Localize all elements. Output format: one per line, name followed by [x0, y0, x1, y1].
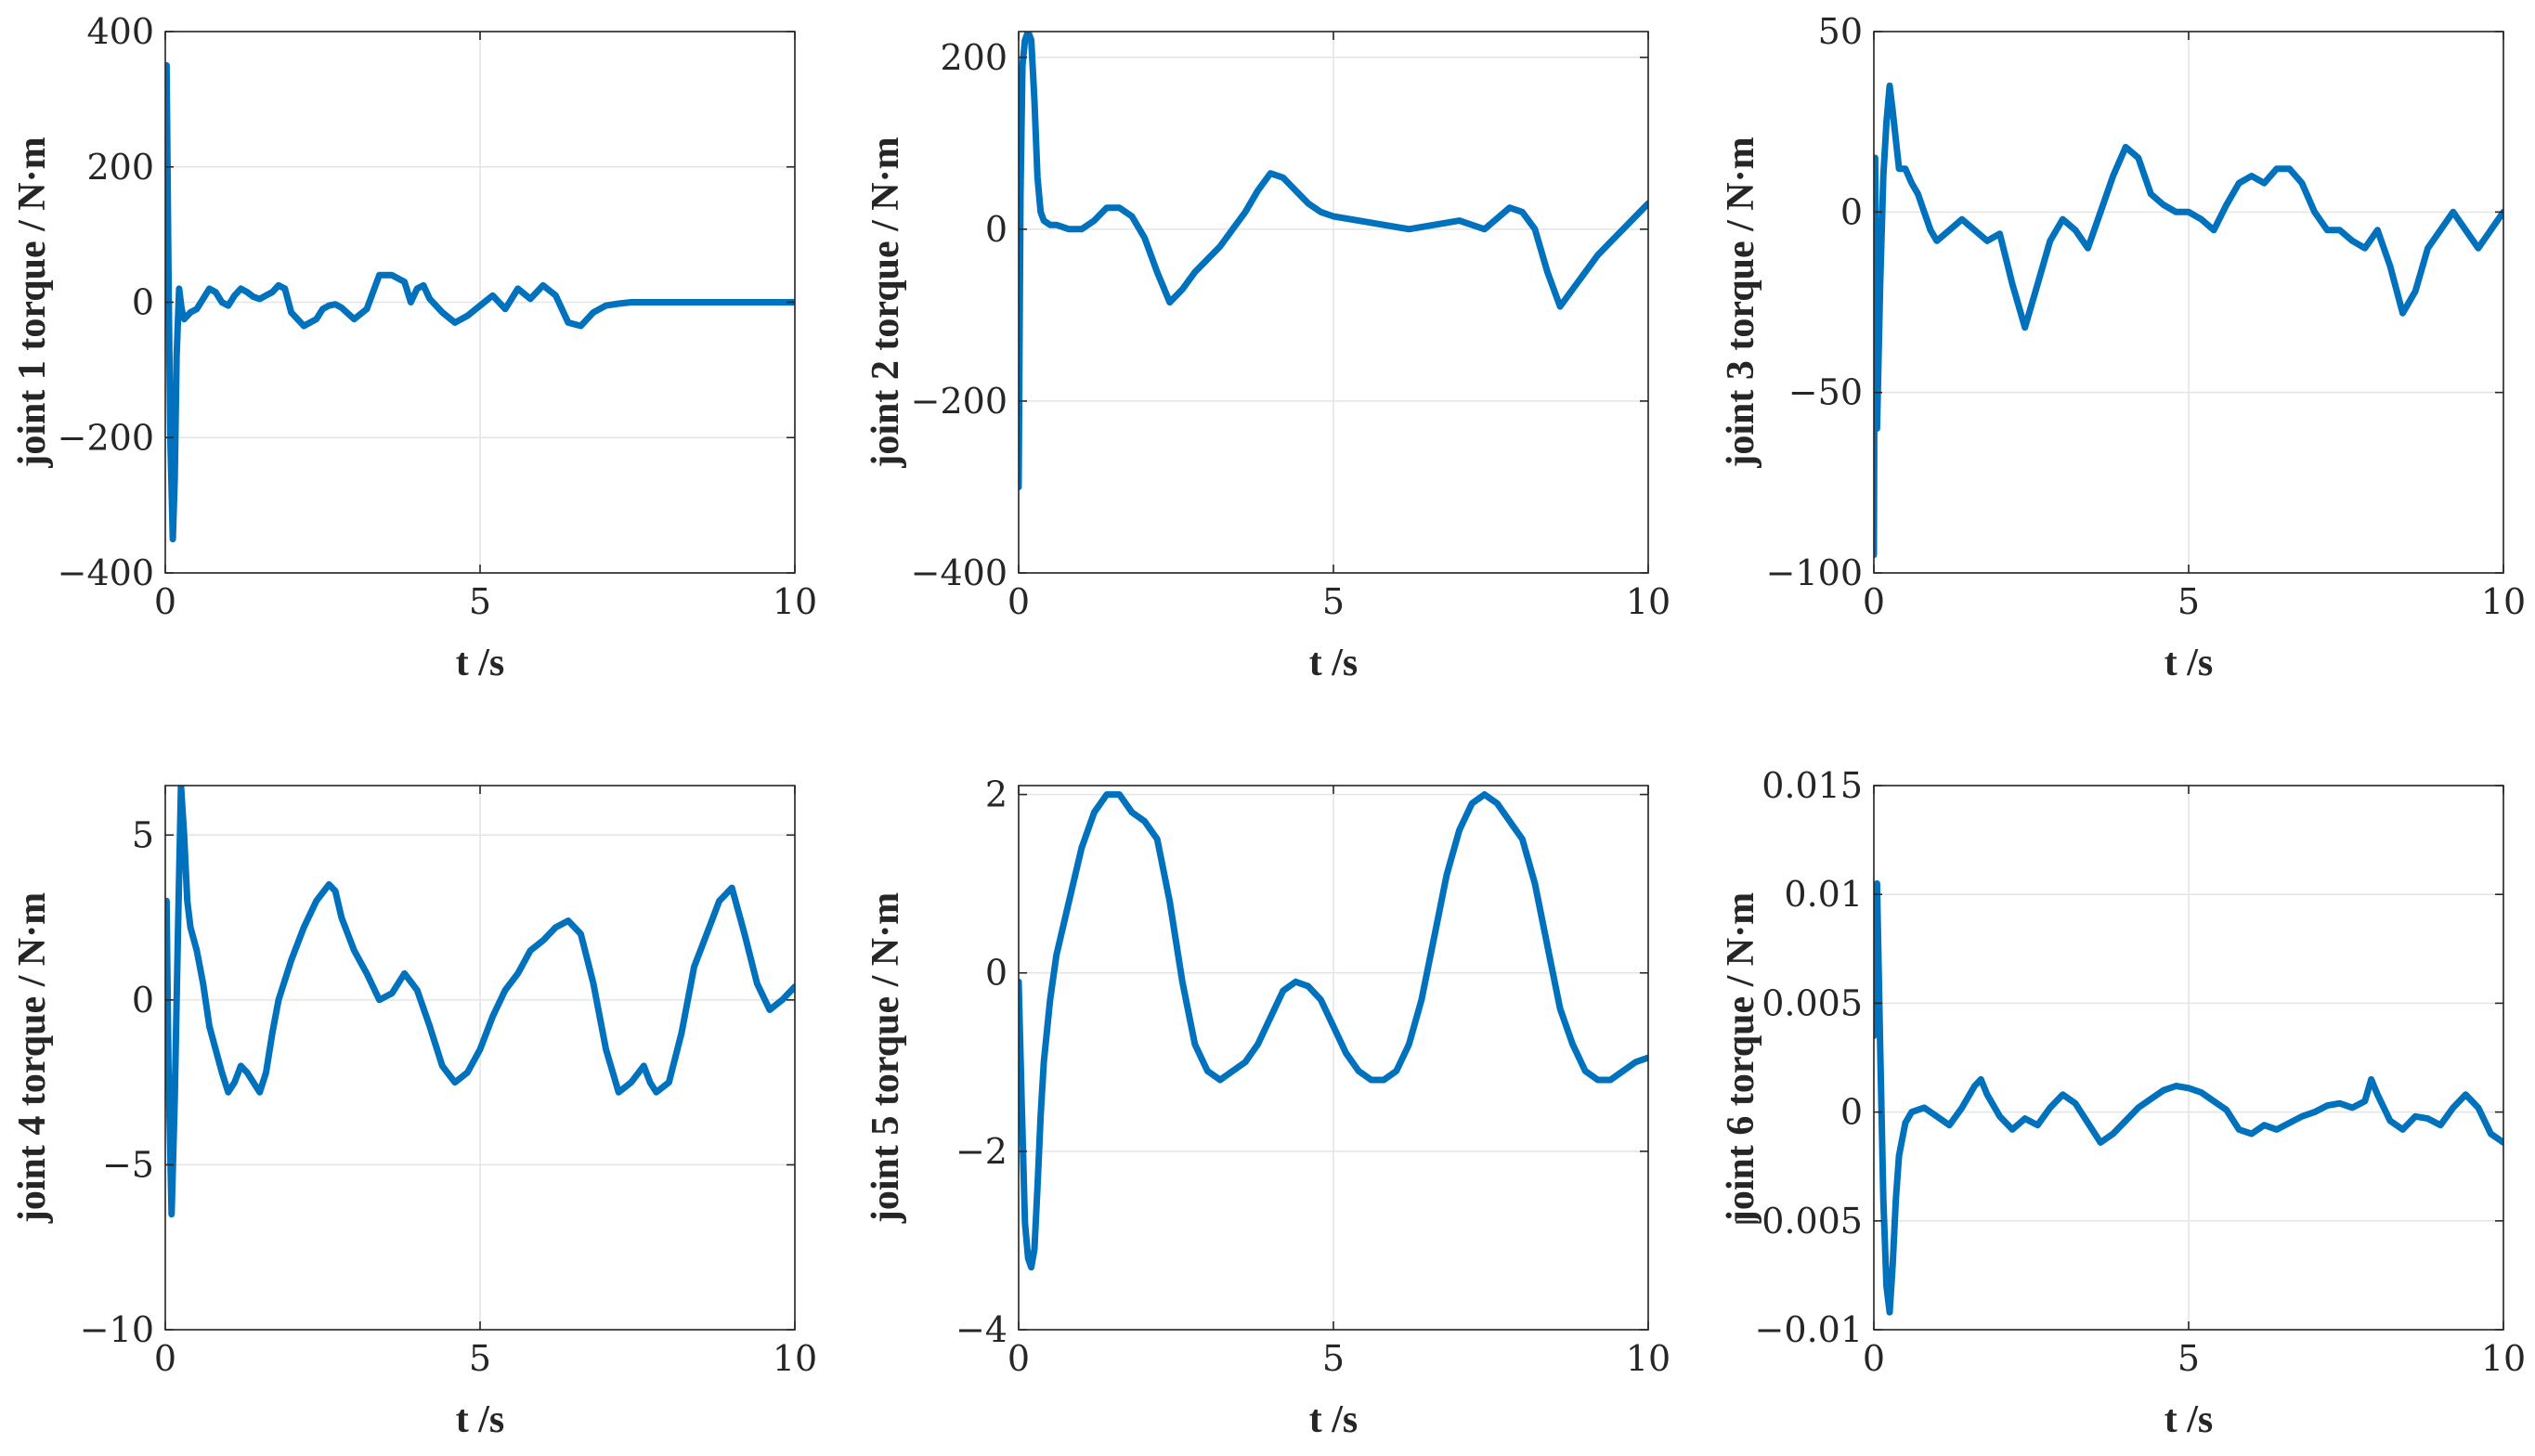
y-tick-label: −5: [102, 1144, 154, 1185]
series-line: [1019, 32, 1648, 490]
y-tick-label: 0.015: [1762, 765, 1863, 806]
series-line: [165, 786, 795, 1218]
y-tick-label: 0.01: [1784, 874, 1863, 915]
y-tick-label: −4: [956, 1309, 1008, 1350]
y-tick-label: 0: [132, 282, 154, 323]
y-tick-label: −10: [80, 1309, 154, 1350]
x-tick-label: 0: [1863, 1338, 1885, 1379]
x-tick-label: 5: [469, 581, 491, 622]
y-tick-label: 0.005: [1762, 982, 1863, 1023]
series-line: [165, 61, 795, 543]
y-axis-label: joint 5 torque / N·m: [864, 892, 907, 1224]
x-tick-label: 5: [1322, 1338, 1345, 1379]
panel-3: 0 5 10 −100 −50 0 50 t /s joint 3 torque / N·m: [1720, 11, 2526, 684]
y-axis-label: joint 2 torque / N·m: [864, 136, 907, 468]
x-tick-label: 0: [154, 581, 176, 622]
y-tick-label: 0: [1840, 191, 1863, 232]
y-tick-label: 0: [132, 980, 154, 1020]
y-tick-label: −100: [1766, 552, 1863, 593]
y-tick-label: 0: [985, 953, 1008, 994]
series-line: [1874, 82, 2503, 559]
y-axis-label: joint 1 torque / N·m: [11, 136, 54, 468]
y-tick-label: −200: [911, 381, 1008, 422]
x-tick-label: 5: [2178, 1338, 2200, 1379]
x-tick-label: 5: [469, 1338, 491, 1379]
x-axis-label: t /s: [2164, 1398, 2214, 1441]
x-axis-label: t /s: [1309, 642, 1358, 684]
y-axis-label: joint 6 torque / N·m: [1720, 892, 1762, 1224]
y-tick-label: −0.005: [1732, 1201, 1863, 1242]
y-tick-label: −50: [1788, 372, 1863, 413]
x-tick-label: 0: [1008, 1338, 1030, 1379]
y-tick-label: 400: [86, 11, 154, 52]
y-tick-label: −200: [58, 417, 154, 458]
y-axis-label: joint 3 torque / N·m: [1720, 136, 1762, 468]
panel-1: 0 5 10 −400 −200 0 200 400 t /s joint 1 torque / …: [11, 11, 817, 684]
y-tick-label: −400: [58, 552, 154, 593]
series-line: [1874, 880, 2503, 1316]
x-tick-label: 10: [2481, 1338, 2526, 1379]
x-tick-label: 10: [1626, 581, 1670, 622]
y-axis-label: joint 4 torque / N·m: [11, 892, 54, 1224]
y-tick-label: 200: [940, 37, 1008, 78]
y-tick-label: −400: [911, 552, 1008, 593]
x-tick-label: 10: [2481, 581, 2526, 622]
y-tick-label: 0: [1840, 1092, 1863, 1133]
y-tick-label: 50: [1818, 11, 1863, 52]
panel-4: 0 5 10 −10 −5 0 5 t /s joint 4 torque / N·m: [11, 785, 817, 1441]
y-tick-label: 200: [86, 147, 154, 188]
x-tick-label: 0: [154, 1338, 176, 1379]
y-tick-label: −0.01: [1755, 1309, 1863, 1350]
x-tick-label: 0: [1863, 581, 1885, 622]
series-line: [1019, 791, 1648, 1271]
y-tick-label: 0: [985, 209, 1008, 250]
panel-2: 0 5 10 −400 −200 0 200 t /s joint 2 torque / N·m: [864, 31, 1670, 684]
panel-6: 0 5 10 −0.01 −0.005 0 0.005 0.01 0.015 t /s joint …: [1720, 765, 2526, 1441]
y-tick-label: −2: [956, 1131, 1008, 1172]
x-tick-label: 10: [773, 581, 817, 622]
x-tick-label: 10: [773, 1338, 817, 1379]
x-axis-label: t /s: [2164, 642, 2214, 684]
y-tick-label: 2: [985, 774, 1008, 815]
panel-5: 0 5 10 −4 −2 0 2 t /s joint 5 torque / N·m: [864, 774, 1670, 1441]
x-tick-label: 10: [1626, 1338, 1670, 1379]
x-axis-label: t /s: [456, 642, 505, 684]
y-tick-label: 5: [132, 814, 154, 855]
x-axis-label: t /s: [456, 1398, 505, 1441]
x-axis-label: t /s: [1309, 1398, 1358, 1441]
x-tick-label: 5: [2178, 581, 2200, 622]
x-tick-label: 0: [1008, 581, 1030, 622]
x-tick-label: 5: [1322, 581, 1345, 622]
